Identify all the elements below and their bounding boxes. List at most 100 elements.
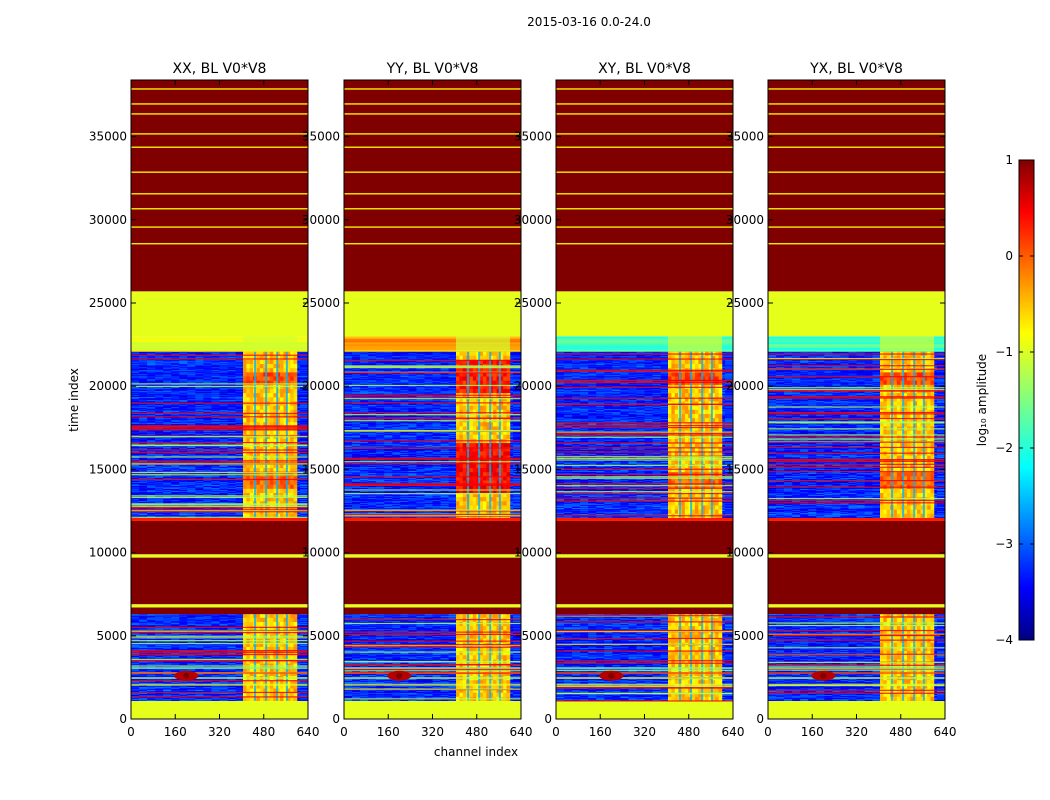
noise-cell: [203, 682, 212, 685]
noise-cell: [171, 627, 180, 630]
noise-cell: [235, 623, 244, 626]
noise-cell: [187, 439, 196, 442]
noise-cell: [139, 430, 148, 433]
noise-cell: [163, 614, 172, 616]
noise-cell: [299, 482, 308, 485]
noise-cell: [131, 363, 140, 366]
noise-cell: [211, 458, 220, 461]
hot-cell: [293, 372, 298, 377]
noise-cell: [187, 479, 196, 482]
noise-cell: [235, 687, 244, 690]
noise-cell: [179, 433, 188, 436]
noise-cell: [219, 409, 228, 412]
noise-cell: [163, 411, 172, 414]
noise-cell: [299, 390, 308, 393]
hot-cell: [249, 421, 254, 427]
noise-cell: [227, 472, 236, 475]
noise-cell: [203, 627, 212, 630]
noise-cell: [227, 681, 236, 684]
noise-cell: [299, 673, 308, 676]
noise-cell: [299, 660, 308, 663]
noise-cell: [179, 488, 188, 490]
hot-cell: [266, 484, 271, 489]
noise-cell: [139, 364, 148, 367]
noise-cell: [155, 694, 164, 697]
noise-cell: [235, 617, 244, 620]
noise-cell: [163, 692, 172, 695]
noise-cell: [139, 398, 148, 401]
noise-cell: [195, 477, 204, 480]
noise-cell: [163, 490, 172, 492]
noise-cell: [147, 690, 156, 693]
noise-cell: [227, 652, 236, 655]
noise-cell: [163, 443, 172, 446]
noise-cell: [131, 625, 140, 628]
noise-cell: [211, 657, 220, 660]
noise-cell: [131, 490, 140, 492]
hot-cell: [243, 679, 247, 685]
noise-cell: [171, 484, 180, 486]
noise-cell: [227, 624, 236, 627]
noise-cell: [235, 406, 244, 409]
noise-cell: [211, 633, 220, 636]
noise-cell: [195, 376, 204, 379]
noise-cell: [235, 652, 244, 655]
noise-cell: [163, 627, 172, 630]
noise-cell: [155, 387, 164, 390]
noise-cell: [211, 498, 220, 500]
hot-cell: [259, 696, 264, 701]
noise-cell: [187, 467, 196, 470]
noise-cell: [147, 497, 156, 499]
noise-cell: [203, 470, 212, 473]
noise-cell: [147, 470, 156, 473]
noise-cell: [211, 693, 220, 696]
noise-cell: [299, 457, 308, 460]
noise-cell: [195, 406, 204, 409]
noise-cell: [227, 614, 236, 617]
noise-cell: [195, 693, 204, 696]
noise-cell: [299, 637, 308, 640]
noise-cell: [155, 621, 164, 624]
hot-cell: [259, 654, 264, 660]
noise-cell: [155, 455, 164, 458]
noise-cell: [203, 400, 212, 403]
noise-cell: [139, 361, 148, 364]
hot-cell: [266, 476, 271, 481]
noise-cell: [147, 378, 156, 381]
noise-cell: [131, 361, 140, 364]
noise-cell: [139, 682, 148, 685]
noise-cell: [131, 430, 140, 433]
noise-cell: [171, 355, 180, 358]
noise-cell: [131, 694, 140, 697]
noise-cell: [163, 673, 172, 676]
hot-cell: [280, 496, 284, 502]
hot-cell: [263, 388, 267, 394]
noise-cell: [187, 482, 196, 485]
noise-cell: [163, 361, 172, 364]
noise-cell: [187, 380, 196, 383]
noise-cell: [219, 614, 228, 617]
noise-cell: [171, 647, 180, 650]
noise-cell: [203, 634, 212, 637]
noise-cell: [299, 356, 308, 359]
noise-cell: [179, 437, 188, 440]
noise-cell: [179, 375, 188, 378]
hot-cell: [280, 692, 284, 697]
noise-cell: [155, 646, 164, 649]
noise-cell: [211, 698, 220, 700]
noise-cell: [299, 670, 308, 673]
noise-cell: [203, 638, 212, 641]
noise-cell: [235, 387, 244, 390]
noise-cell: [147, 657, 156, 660]
noise-cell: [235, 619, 244, 622]
noise-cell: [163, 481, 172, 484]
noise-cell: [155, 660, 164, 663]
noise-cell: [131, 469, 140, 472]
noise-cell: [219, 678, 228, 681]
noise-cell: [163, 487, 172, 489]
noise-cell: [203, 487, 212, 489]
noise-cell: [139, 419, 148, 422]
noise-cell: [235, 491, 244, 493]
noise-cell: [155, 413, 164, 416]
noise-cell: [139, 413, 148, 416]
